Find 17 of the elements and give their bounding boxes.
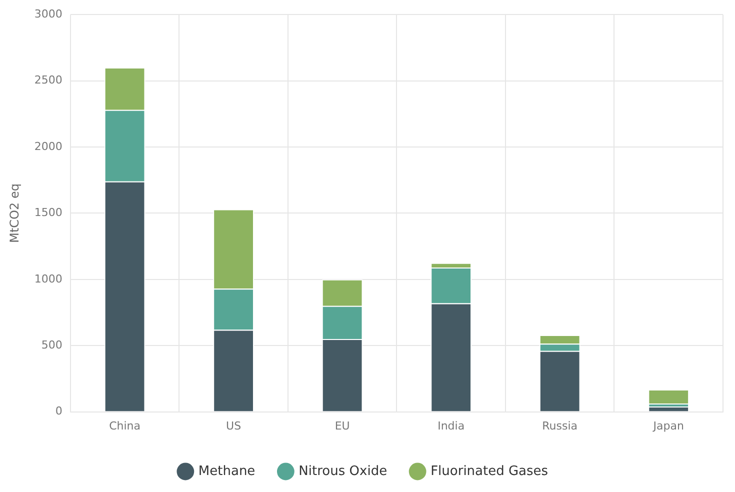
x-tick-label: Japan <box>652 419 684 432</box>
legend-label: Fluorinated Gases <box>430 464 548 479</box>
y-axis-title: MtCO2 eq <box>7 184 22 243</box>
y-tick-label: 1500 <box>34 206 62 220</box>
y-tick-label: 0 <box>55 404 62 418</box>
x-tick-label: Russia <box>542 419 578 432</box>
y-tick-label: 500 <box>41 338 62 352</box>
y-tick-label: 2000 <box>34 140 62 153</box>
x-tick-label: US <box>226 419 242 432</box>
y-tick-label: 1000 <box>34 272 62 286</box>
y-tick-label: 3000 <box>34 7 62 20</box>
y-tick-label: 2500 <box>34 74 62 87</box>
legend-label: Methane <box>198 464 256 479</box>
x-tick-label: India <box>438 419 465 432</box>
x-tick-label: China <box>109 419 140 432</box>
legend-label: Nitrous Oxide <box>298 464 388 479</box>
x-tick-label: EU <box>334 419 350 432</box>
